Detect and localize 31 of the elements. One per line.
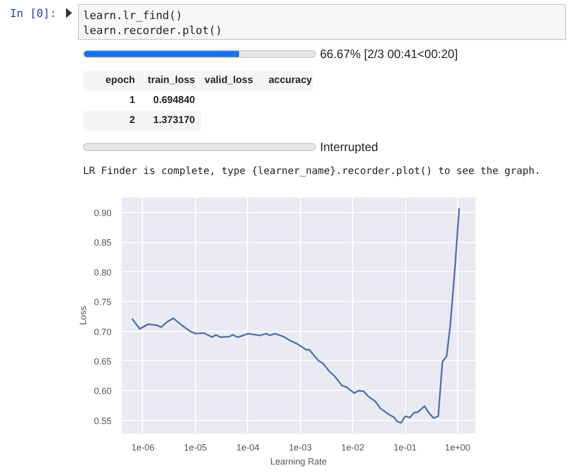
- x-tick-label: 1e-05: [184, 442, 207, 452]
- y-tick-label: 0.80: [94, 267, 112, 278]
- text: epoch: [106, 74, 135, 88]
- x-tick-label: 1e-03: [288, 442, 312, 452]
- y-axis-title: Loss: [78, 305, 88, 326]
- y-tick-label: 0.85: [94, 238, 112, 248]
- text: train_loss: [148, 74, 195, 88]
- x-tick-label: 1e+00: [445, 442, 470, 452]
- text: Interrupted: [320, 139, 378, 156]
- y-tick-label: 0.65: [94, 356, 112, 366]
- y-tick-label: 0.90: [94, 208, 112, 218]
- y-tick-label: 0.60: [94, 386, 112, 396]
- x-axis-title: Learning Rate: [270, 456, 327, 466]
- text: In [0]:: [10, 6, 56, 22]
- text: learn.lr_find(): [83, 8, 182, 24]
- text: accuracy: [268, 74, 312, 88]
- text: valid_loss: [204, 74, 253, 88]
- y-tick-label: 0.75: [94, 297, 112, 308]
- x-tick-label: 1e-06: [131, 442, 154, 452]
- y-tick-label: 0.70: [94, 326, 112, 337]
- text: 1.373170: [153, 114, 195, 128]
- x-tick-label: 1e-02: [341, 442, 364, 452]
- text: 2: [129, 114, 135, 128]
- x-tick-label: 1e-04: [236, 442, 260, 452]
- y-tick-label: 0.55: [94, 416, 112, 426]
- text: LR Finder is complete, type {learner_name}.recorder.plot() to see the graph.: [83, 165, 541, 179]
- text: 66.67% [2/3 00:41<00:20]: [320, 46, 458, 63]
- x-tick-label: 1e-01: [394, 442, 417, 452]
- text: 1: [129, 94, 135, 108]
- text: 0.694840: [153, 94, 195, 108]
- text: learn.recorder.plot(): [83, 23, 222, 39]
